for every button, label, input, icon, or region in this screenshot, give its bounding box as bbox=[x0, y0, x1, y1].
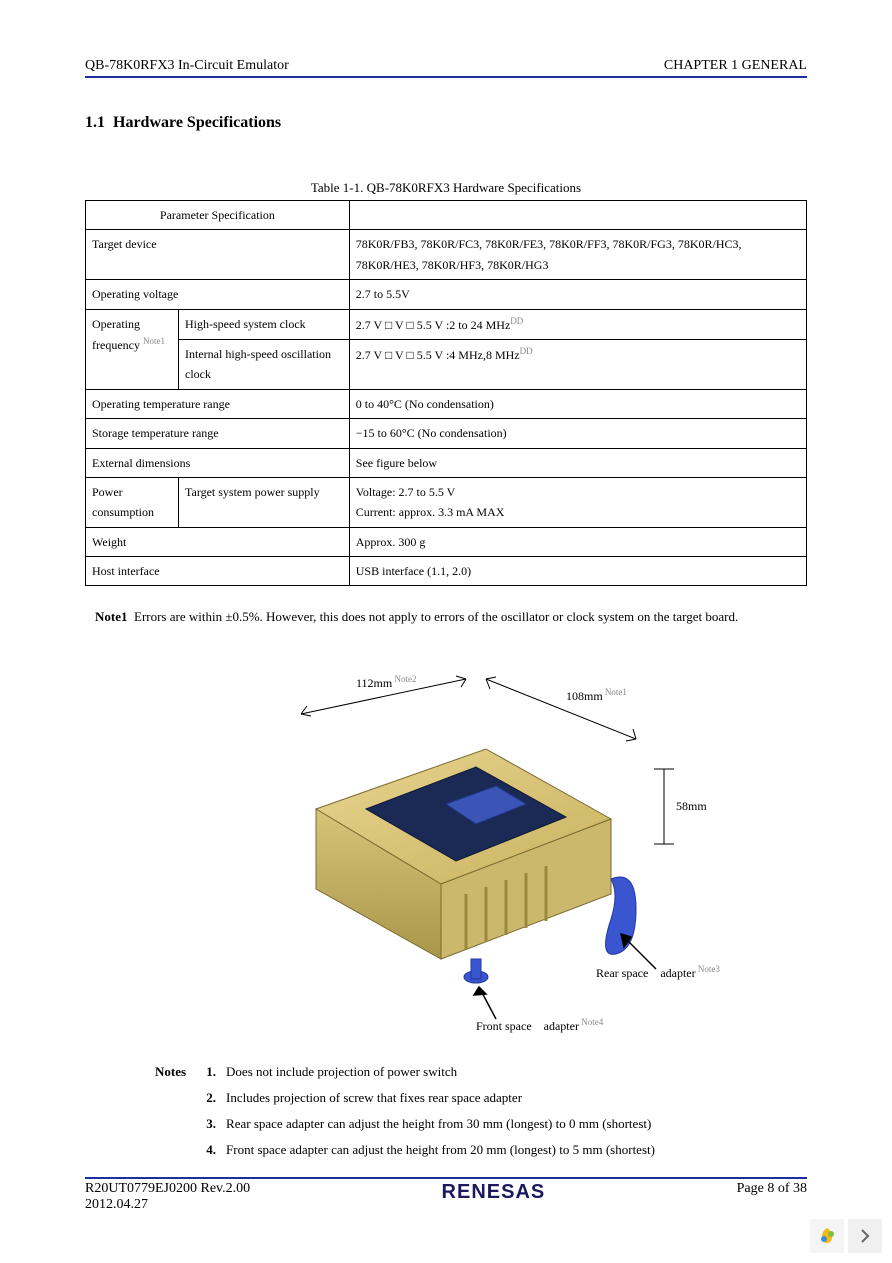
footer-page: Page 8 of 38 bbox=[737, 1181, 807, 1197]
row-label: Storage temperature range bbox=[86, 419, 350, 448]
row-value: Voltage: 2.7 to 5.5 V Current: approx. 3… bbox=[349, 477, 806, 527]
row-value: USB interface (1.1, 2.0) bbox=[349, 557, 806, 586]
section-title: 1.1 Hardware Specifications bbox=[85, 114, 807, 132]
note-text: Does not include projection of power swi… bbox=[226, 1059, 457, 1085]
row-sublabel: High-speed system clock bbox=[179, 309, 350, 339]
row-value: −15 to 60°C (No condensation) bbox=[349, 419, 806, 448]
row-value: 2.7 V □ V □ 5.5 V :2 to 24 MHzDD bbox=[349, 309, 806, 339]
row-label: Host interface bbox=[86, 557, 350, 586]
dim-height: 58mm bbox=[676, 799, 707, 814]
header-right: CHAPTER 1 GENERAL bbox=[664, 58, 807, 74]
row-label: Operating voltage bbox=[86, 280, 350, 309]
front-space-label: Front space adapter Note4 bbox=[476, 1017, 603, 1034]
row-value: 0 to 40°C (No condensation) bbox=[349, 389, 806, 418]
row-value: 2.7 to 5.5V bbox=[349, 280, 806, 309]
row-value: 78K0R/FB3, 78K0R/FC3, 78K0R/FE3, 78K0R/F… bbox=[349, 230, 806, 280]
row-label: Operating temperature range bbox=[86, 389, 350, 418]
footer-left: R20UT0779EJ0200 Rev.2.00 2012.04.27 bbox=[85, 1181, 250, 1213]
value-header bbox=[349, 201, 806, 230]
dimensions-figure: 112mm Note2 108mm Note1 58mm Rear space … bbox=[166, 659, 726, 1039]
note-text: Includes projection of screw that fixes … bbox=[226, 1085, 522, 1111]
row-label: Target device bbox=[86, 230, 350, 280]
row-value: Approx. 300 g bbox=[349, 527, 806, 556]
next-page-button[interactable] bbox=[848, 1219, 882, 1253]
renesas-logo: RENESAS bbox=[442, 1181, 546, 1204]
table-caption: Table 1-1. QB-78K0RFX3 Hardware Specific… bbox=[85, 180, 807, 196]
note-1: Note1 Errors are within ±0.5%. However, … bbox=[135, 606, 807, 628]
row-label: External dimensions bbox=[86, 448, 350, 477]
header-left: QB-78K0RFX3 In-Circuit Emulator bbox=[85, 58, 289, 74]
row-label: Operating frequency Note1 bbox=[86, 309, 179, 389]
viewer-pager bbox=[810, 1219, 882, 1253]
viewer-color-icon[interactable] bbox=[810, 1219, 844, 1253]
figure-notes: Notes1.Does not include projection of po… bbox=[155, 1059, 807, 1163]
row-value: 2.7 V □ V □ 5.5 V :4 MHz,8 MHzDD bbox=[349, 339, 806, 389]
page: QB-78K0RFX3 In-Circuit Emulator CHAPTER … bbox=[0, 0, 892, 1263]
page-header: QB-78K0RFX3 In-Circuit Emulator CHAPTER … bbox=[85, 58, 807, 74]
rear-space-label: Rear space adapter Note3 bbox=[596, 964, 720, 981]
dim-width: 112mm Note2 bbox=[356, 674, 416, 691]
row-label: Weight bbox=[86, 527, 350, 556]
dim-depth: 108mm Note1 bbox=[566, 687, 627, 704]
footer-rule bbox=[85, 1177, 807, 1179]
note-text: Front space adapter can adjust the heigh… bbox=[226, 1137, 655, 1163]
header-rule bbox=[85, 76, 807, 78]
param-header: Parameter Specification bbox=[86, 201, 350, 230]
row-sublabel: Target system power supply bbox=[179, 477, 350, 527]
note-text: Rear space adapter can adjust the height… bbox=[226, 1111, 651, 1137]
page-footer: R20UT0779EJ0200 Rev.2.00 2012.04.27 RENE… bbox=[85, 1177, 807, 1213]
spec-table: Parameter Specification Target device 78… bbox=[85, 200, 807, 586]
row-label: Power consumption bbox=[86, 477, 179, 527]
device-illustration bbox=[166, 659, 726, 1039]
row-value: See figure below bbox=[349, 448, 806, 477]
row-sublabel: Internal high-speed oscillation clock bbox=[179, 339, 350, 389]
